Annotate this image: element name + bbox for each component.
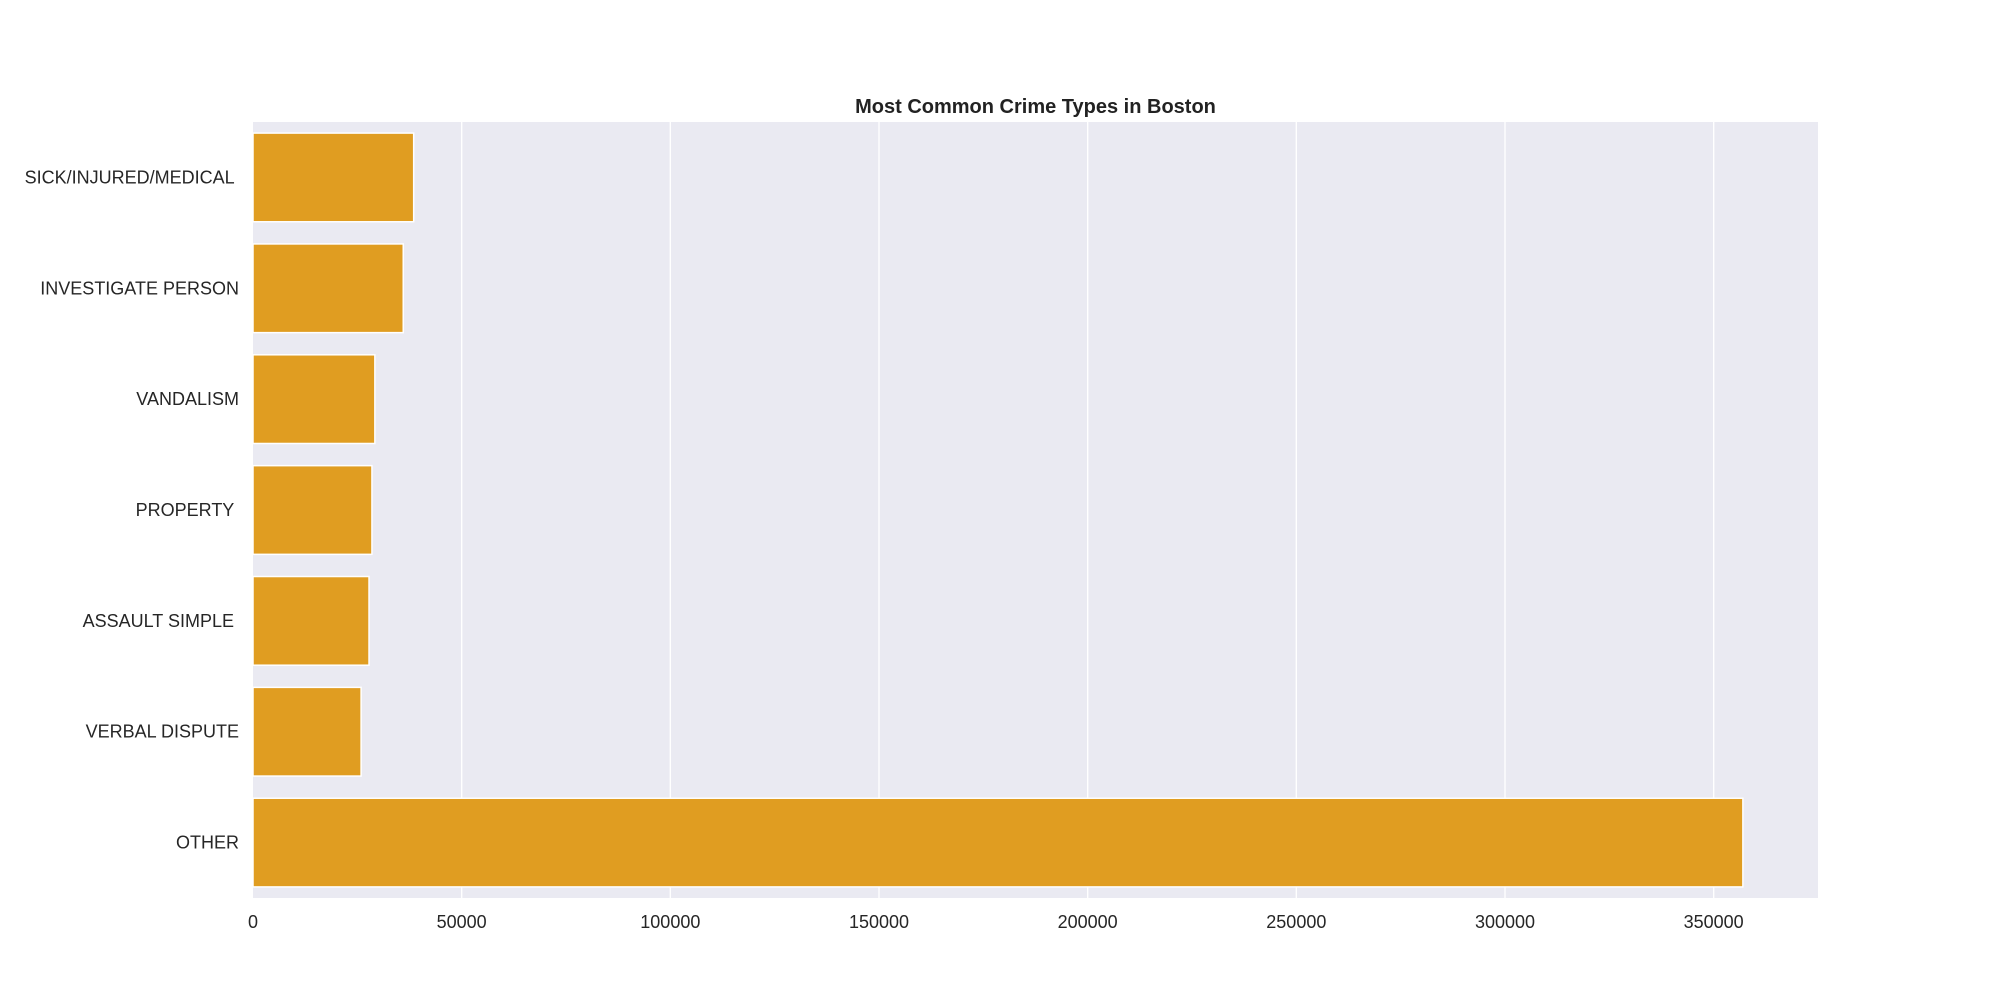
chart-title: Most Common Crime Types in Boston [855,96,1216,118]
plot-area [253,122,1818,898]
gridlines [460,122,1715,898]
x-tick-labels: 0 50000 100000 150000 200000 250000 300000 3500… [248,912,1744,932]
category-labels: SICK/INJURED/MEDICAL INVESTIGATE PERSON V… [25,167,239,852]
category-label: OTHER [176,833,239,853]
bar [252,797,1744,888]
x-tick-label: 350000 [1684,912,1744,932]
bar [252,464,373,556]
x-tick-label: 100000 [640,912,700,932]
x-tick-label: 0 [248,912,258,932]
bar [252,132,415,223]
bar [252,243,404,334]
category-label: INVESTIGATE PERSON [40,278,239,298]
category-label: ASSAULT SIMPLE [83,611,239,631]
bars [252,132,1744,888]
x-tick-label: 200000 [1058,912,1118,932]
category-label: PROPERTY [136,500,239,520]
bar [252,686,362,777]
bar [252,354,376,445]
bar [252,575,370,666]
category-label: VERBAL DISPUTE [86,722,239,742]
x-tick-label: 300000 [1475,912,1535,932]
x-tick-label: 250000 [1266,912,1326,932]
category-label: SICK/INJURED/MEDICAL [25,167,239,187]
category-label: VANDALISM [136,389,239,409]
x-tick-label: 50000 [437,912,487,932]
x-tick-label: 150000 [849,912,909,932]
